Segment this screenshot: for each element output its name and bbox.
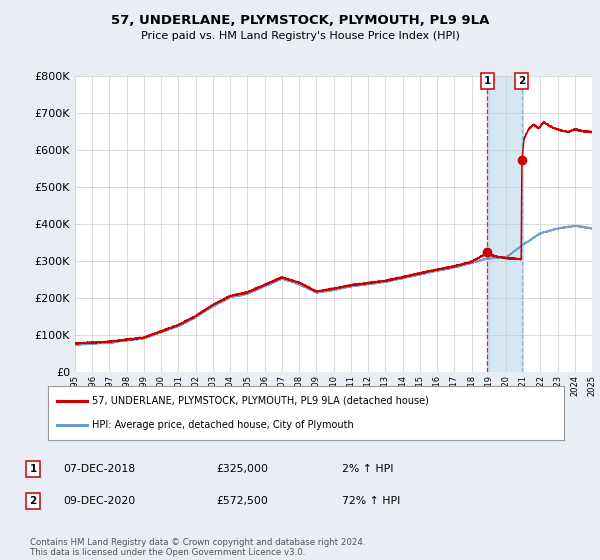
Text: 1: 1 xyxy=(29,464,37,474)
Text: 1: 1 xyxy=(484,76,491,86)
Text: 2% ↑ HPI: 2% ↑ HPI xyxy=(342,464,394,474)
Text: 57, UNDERLANE, PLYMSTOCK, PLYMOUTH, PL9 9LA: 57, UNDERLANE, PLYMSTOCK, PLYMOUTH, PL9 … xyxy=(111,14,489,27)
Text: 2: 2 xyxy=(29,496,37,506)
Text: Price paid vs. HM Land Registry's House Price Index (HPI): Price paid vs. HM Land Registry's House … xyxy=(140,31,460,41)
Text: Contains HM Land Registry data © Crown copyright and database right 2024.
This d: Contains HM Land Registry data © Crown c… xyxy=(30,538,365,557)
Text: £572,500: £572,500 xyxy=(216,496,268,506)
Text: 07-DEC-2018: 07-DEC-2018 xyxy=(63,464,135,474)
Text: 72% ↑ HPI: 72% ↑ HPI xyxy=(342,496,400,506)
Text: 57, UNDERLANE, PLYMSTOCK, PLYMOUTH, PL9 9LA (detached house): 57, UNDERLANE, PLYMSTOCK, PLYMOUTH, PL9 … xyxy=(92,396,429,406)
Text: HPI: Average price, detached house, City of Plymouth: HPI: Average price, detached house, City… xyxy=(92,420,353,430)
Text: 2: 2 xyxy=(518,76,526,86)
Bar xyxy=(487,76,522,372)
Text: £325,000: £325,000 xyxy=(216,464,268,474)
Text: 09-DEC-2020: 09-DEC-2020 xyxy=(63,496,135,506)
